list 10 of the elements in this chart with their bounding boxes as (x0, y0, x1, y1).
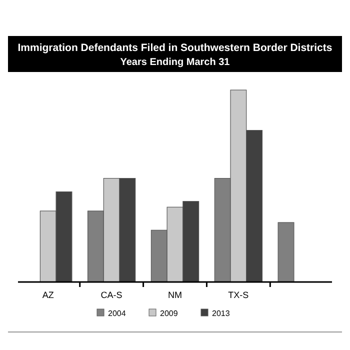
x-tick-label: AZ (42, 290, 54, 300)
chart-subtitle: Years Ending March 31 (120, 57, 230, 68)
bar (278, 222, 294, 282)
legend-label: 2004 (108, 309, 126, 318)
chart-title: Immigration Defendants Filed in Southwestern Border Districts (18, 42, 332, 54)
x-tick-label: CA-S (100, 290, 122, 300)
legend-label: 2013 (212, 309, 230, 318)
x-tick-label: NM (168, 290, 182, 300)
x-tick-label: TX-S (228, 290, 249, 300)
legend-label: 2009 (160, 309, 178, 318)
